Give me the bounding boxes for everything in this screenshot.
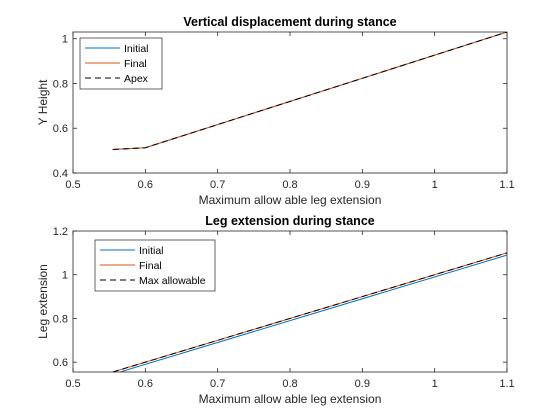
y-tick-label: 0.8 bbox=[53, 313, 68, 325]
x-axis-label: Maximum allow able leg extension bbox=[199, 193, 382, 207]
y-axis-label: Leg extension bbox=[36, 264, 50, 339]
x-tick-label: 1.1 bbox=[499, 179, 514, 191]
x-tick-label: 0.7 bbox=[210, 378, 225, 390]
x-tick-label: 0.9 bbox=[355, 378, 370, 390]
y-tick-label: 1.2 bbox=[53, 226, 68, 238]
chart-title: Vertical displacement during stance bbox=[183, 15, 396, 29]
legend: Initial Final Max allowable bbox=[95, 240, 215, 291]
legend-entry: Final bbox=[139, 260, 162, 272]
legend-entry: Final bbox=[124, 58, 147, 70]
x-tick-label: 0.5 bbox=[65, 179, 80, 191]
x-tick-label: 0.5 bbox=[65, 378, 80, 390]
x-tick-label: 0.6 bbox=[138, 378, 153, 390]
x-tick-label: 0.9 bbox=[355, 179, 370, 191]
x-tick-label: 1.1 bbox=[499, 378, 514, 390]
x-tick-label: 0.8 bbox=[282, 378, 297, 390]
y-axis-label: Y Height bbox=[36, 79, 50, 125]
legend-entry: Max allowable bbox=[139, 275, 206, 287]
x-tick-label: 1 bbox=[432, 179, 438, 191]
y-tick-label: 0.4 bbox=[53, 168, 68, 180]
x-tick-label: 0.6 bbox=[138, 179, 153, 191]
chart-0: 0.5 0.6 0.7 0.8 0.9 1 1.1 0.4 0.6 0.8 1 Vertical di… bbox=[36, 15, 515, 207]
x-tick-label: 1 bbox=[432, 378, 438, 390]
x-tick-label: 0.7 bbox=[210, 179, 225, 191]
y-tick-label: 1 bbox=[62, 34, 68, 46]
chart-1: 0.5 0.6 0.7 0.8 0.9 1 1.1 0.6 0.8 1 1.2 Leg extensi… bbox=[36, 214, 515, 406]
y-tick-label: 0.6 bbox=[53, 357, 68, 369]
y-tick-label: 0.8 bbox=[53, 78, 68, 90]
legend-entry: Apex bbox=[124, 73, 149, 85]
legend-entry: Initial bbox=[139, 245, 164, 257]
chart-title: Leg extension during stance bbox=[205, 214, 375, 228]
y-tick-label: 1 bbox=[62, 270, 68, 282]
legend: Initial Final Apex bbox=[80, 38, 162, 89]
x-tick-label: 0.8 bbox=[282, 179, 297, 191]
legend-entry: Initial bbox=[124, 43, 149, 55]
x-axis-label: Maximum allow able leg extension bbox=[199, 392, 382, 406]
y-tick-label: 0.6 bbox=[53, 123, 68, 135]
